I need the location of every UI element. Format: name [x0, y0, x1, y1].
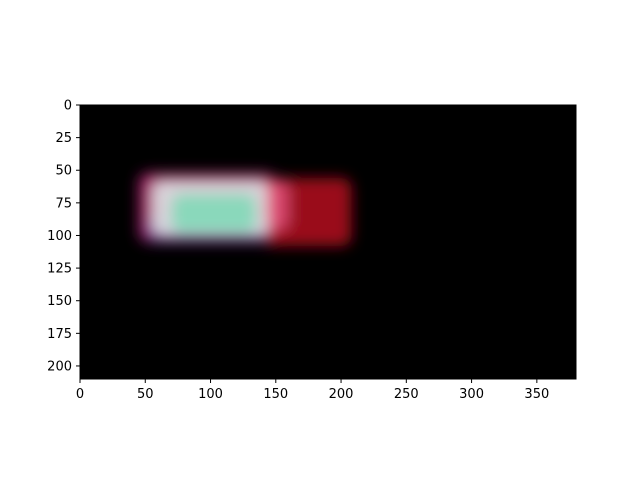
- blob-green-center: [171, 194, 256, 233]
- y-tick-label: 25: [55, 131, 72, 146]
- y-tick-label: 100: [47, 229, 72, 244]
- y-tick-label: 200: [47, 359, 72, 374]
- x-tick-label: 100: [198, 387, 223, 402]
- blob-pink-right-edge: [267, 181, 289, 231]
- y-tick-label: 175: [47, 327, 72, 342]
- y-tick-label: 125: [47, 262, 72, 277]
- x-tick-label: 300: [459, 387, 484, 402]
- x-tick-label: 0: [76, 387, 84, 402]
- x-tick-label: 50: [137, 387, 154, 402]
- y-tick-label: 0: [64, 99, 72, 114]
- y-tick-label: 150: [47, 294, 72, 309]
- y-axis: 0 25 50 75 100 125 150 175 200: [47, 99, 80, 375]
- x-axis: 0 50 100 150 200 250 300 350: [76, 379, 549, 402]
- x-tick-label: 250: [394, 387, 419, 402]
- image-blobs: [139, 173, 352, 246]
- x-tick-label: 200: [329, 387, 354, 402]
- x-tick-label: 150: [263, 387, 288, 402]
- y-tick-label: 75: [55, 196, 72, 211]
- y-tick-label: 50: [55, 164, 72, 179]
- x-tick-label: 350: [524, 387, 549, 402]
